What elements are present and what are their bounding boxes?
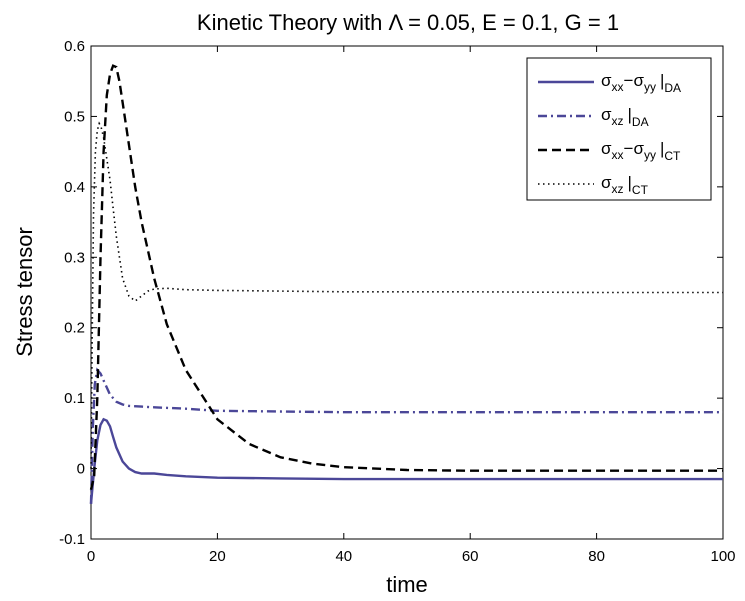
legend-part-dash: −	[624, 71, 634, 90]
x-tick-label: 20	[209, 548, 226, 565]
legend-part-sub2: yy	[644, 80, 656, 94]
y-tick-label: 0.5	[64, 108, 85, 125]
x-tick-label: 60	[462, 548, 479, 565]
y-tick-label: -0.1	[59, 531, 85, 548]
legend-part-bar: |	[628, 105, 632, 124]
legend-part-sub2: yy	[644, 148, 656, 162]
legend-part-sub1: xz	[612, 114, 624, 128]
y-axis-title: Stress tensor	[12, 227, 37, 357]
legend-part-sub1: xz	[612, 182, 624, 196]
legend-label-3: σxz |CT	[601, 173, 649, 197]
legend-label-0: σxx−σyy |DA	[601, 71, 681, 95]
legend-part-sym1: σ	[601, 173, 612, 192]
legend-part-bar: |	[660, 71, 664, 90]
y-tick-label: 0	[77, 461, 85, 478]
legend-part-sym1: σ	[601, 139, 612, 158]
y-tick-label: 0.1	[64, 390, 85, 407]
chart-title: Kinetic Theory with Λ = 0.05, E = 0.1, G…	[197, 10, 619, 35]
legend-part-sub3: CT	[664, 149, 681, 163]
x-tick-label: 100	[710, 548, 735, 565]
legend-label-2: σxx−σyy |CT	[601, 139, 681, 163]
series-line-2	[89, 64, 723, 490]
y-tick-label: 0.6	[64, 38, 85, 55]
axis-ticks: 0 20 40 60 80 100-0.100.10.20.30.40.50.6	[59, 38, 735, 565]
x-tick-label: 0	[87, 548, 95, 565]
legend-part-bar: |	[660, 139, 664, 158]
y-tick-label: 0.3	[64, 249, 85, 266]
legend-part-dash: −	[624, 139, 634, 158]
legend-part-sym2: σ	[633, 139, 644, 158]
legend-part-sub3: DA	[664, 81, 681, 95]
legend-part-sub1: xx	[612, 80, 624, 94]
y-tick-label: 0.2	[64, 320, 85, 337]
legend-part-sub3: CT	[632, 183, 649, 197]
series-group	[89, 64, 723, 504]
legend-part-sym1: σ	[601, 105, 612, 124]
legend-part-sym1: σ	[601, 71, 612, 90]
x-tick-label: 40	[335, 548, 352, 565]
series-line-0	[89, 417, 723, 504]
y-tick-label: 0.4	[64, 179, 85, 196]
legend-part-sub3: DA	[632, 115, 649, 129]
x-axis-title: time	[386, 572, 428, 597]
legend-label-1: σxz |DA	[601, 105, 649, 129]
legend-part-bar: |	[628, 173, 632, 192]
legend-part-sym2: σ	[633, 71, 644, 90]
x-tick-label: 80	[588, 548, 605, 565]
legend-part-sub1: xx	[612, 148, 624, 162]
